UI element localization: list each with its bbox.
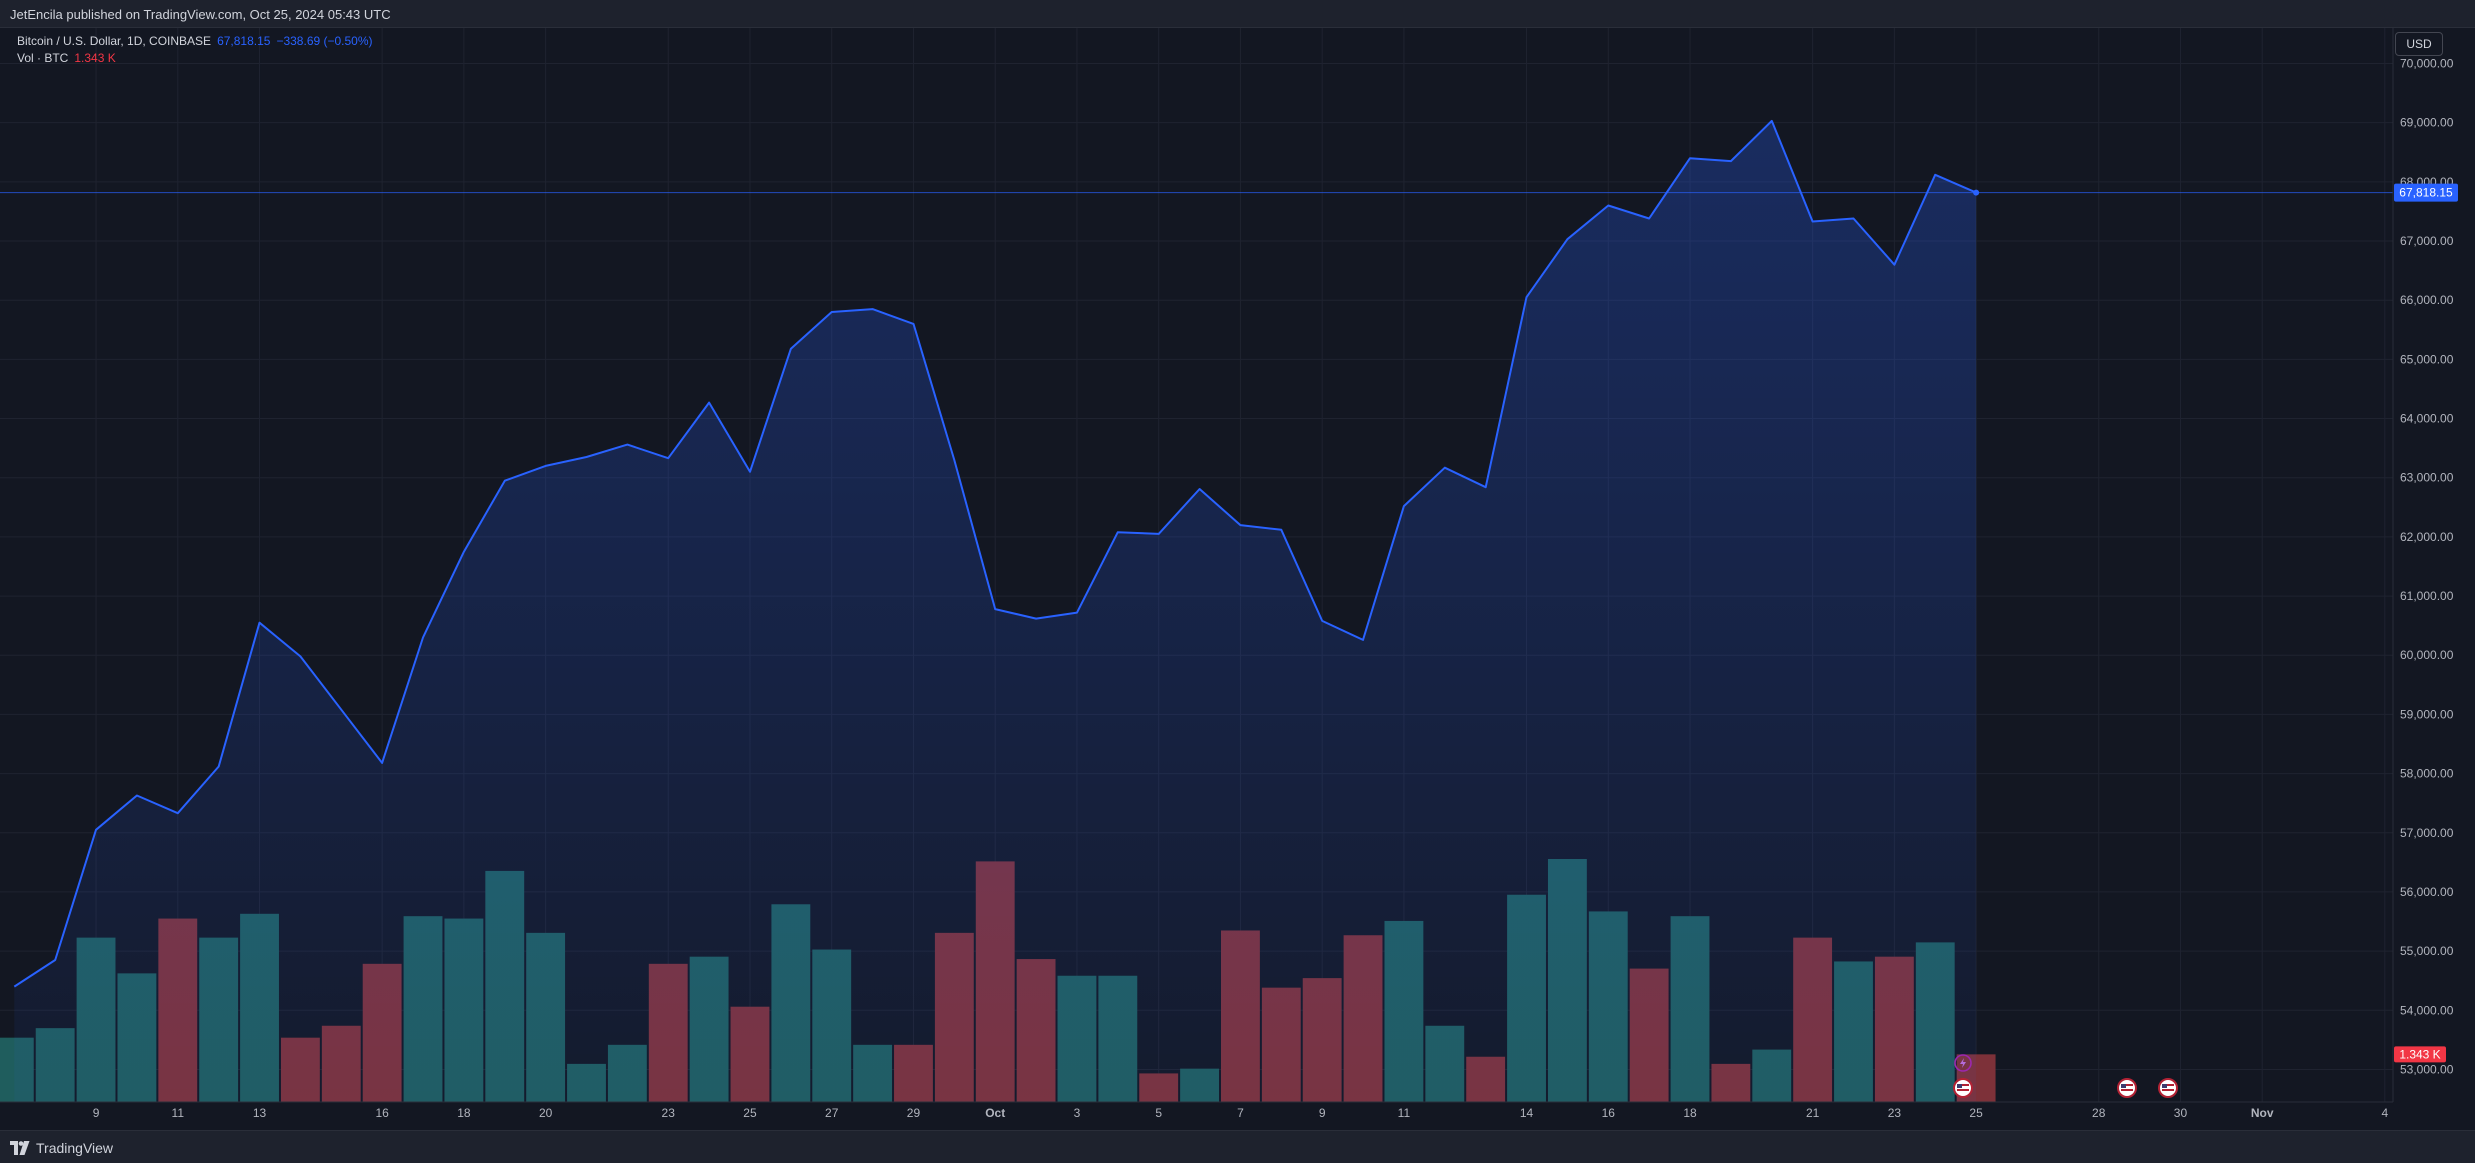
price-tick-label: 62,000.00 xyxy=(2400,530,2454,544)
tradingview-logo[interactable]: TradingView xyxy=(10,1140,113,1156)
time-tick-label: 29 xyxy=(907,1106,921,1120)
us-flag-event-icon[interactable] xyxy=(2158,1078,2178,1098)
time-tick-label: 11 xyxy=(1398,1106,1411,1120)
price-tick-label: 57,000.00 xyxy=(2400,826,2454,840)
price-tick-label: 59,000.00 xyxy=(2400,707,2454,721)
time-tick-label: 25 xyxy=(1969,1106,1983,1120)
volume-value: 1.343 K xyxy=(74,51,116,65)
time-axis[interactable]: 9 11 13 16 18 20 23 25 27 29 Oct 3 5 7 9 11 14 16 18 21 23 25… xyxy=(93,1106,2389,1120)
time-tick-label: 4 xyxy=(2381,1106,2388,1120)
time-tick-label: 3 xyxy=(1074,1106,1081,1120)
last-volume-label: 1.343 K xyxy=(2399,1047,2440,1061)
price-tick-label: 63,000.00 xyxy=(2400,471,2454,485)
time-tick-label: 9 xyxy=(1319,1106,1326,1120)
time-tick-label: 7 xyxy=(1237,1106,1244,1120)
price-tick-label: 70,000.00 xyxy=(2400,57,2454,71)
time-tick-label: 23 xyxy=(662,1106,676,1120)
price-tick-label: 56,000.00 xyxy=(2400,885,2454,899)
price-tick-label: 64,000.00 xyxy=(2400,412,2454,426)
time-tick-label: 20 xyxy=(539,1106,553,1120)
lightning-bolt-icon xyxy=(1960,1058,1966,1068)
time-tick-label: 9 xyxy=(93,1106,100,1120)
price-tick-label: 55,000.00 xyxy=(2400,944,2454,958)
price-tick-label: 54,000.00 xyxy=(2400,1003,2454,1017)
tradingview-logo-icon xyxy=(10,1141,30,1155)
time-tick-label: 28 xyxy=(2092,1106,2106,1120)
symbol-title: Bitcoin / U.S. Dollar, 1D, COINBASE xyxy=(17,34,212,48)
last-price-value: 67,818.15 xyxy=(217,34,271,48)
price-tick-label: 53,000.00 xyxy=(2400,1062,2454,1076)
time-tick-label: 21 xyxy=(1806,1106,1820,1120)
event-markers[interactable] xyxy=(1953,1054,2178,1098)
price-axis: 53,000.00 54,000.00 55,000.00 56,000.00 57,0… xyxy=(2400,57,2454,1077)
footer-bar: TradingView xyxy=(0,1130,2475,1163)
last-price-dot xyxy=(1973,189,1980,196)
currency-button[interactable]: USD xyxy=(2395,32,2443,56)
publisher-bar: JetEncila published on TradingView.com, … xyxy=(0,0,2475,28)
price-tick-label: 60,000.00 xyxy=(2400,648,2454,662)
time-tick-label: Nov xyxy=(2251,1106,2274,1120)
time-tick-label: 11 xyxy=(172,1106,185,1120)
price-line xyxy=(13,119,1977,988)
time-tick-label: 27 xyxy=(825,1106,839,1120)
symbol-legend-row[interactable]: Bitcoin / U.S. Dollar, 1D, COINBASE 67,81… xyxy=(17,33,373,50)
time-tick-label: 30 xyxy=(2174,1106,2188,1120)
time-tick-label: 23 xyxy=(1888,1106,1902,1120)
price-tick-label: 61,000.00 xyxy=(2400,589,2454,603)
us-flag-event-icon[interactable] xyxy=(1953,1078,1973,1098)
price-chart[interactable]: 53,000.00 54,000.00 55,000.00 56,000.00 57,0… xyxy=(0,28,2475,1130)
price-tick-label: 65,000.00 xyxy=(2400,352,2454,366)
price-last-label: 67,818.15 xyxy=(2394,183,2458,202)
publisher-text: JetEncila published on TradingView.com, … xyxy=(10,7,391,22)
volume-title: Vol · BTC xyxy=(17,51,69,65)
volume-last-label: 1.343 K xyxy=(2394,1046,2446,1063)
time-tick-label: 14 xyxy=(1520,1106,1534,1120)
time-tick-label: 18 xyxy=(1683,1106,1697,1120)
price-scale-background[interactable] xyxy=(2393,28,2475,1102)
volume-legend-row[interactable]: Vol · BTC 1.343 K xyxy=(17,50,373,67)
price-tick-label: 58,000.00 xyxy=(2400,767,2454,781)
last-price-label: 67,818.15 xyxy=(2399,186,2453,200)
time-tick-label: Oct xyxy=(985,1106,1005,1120)
time-tick-label: 16 xyxy=(1602,1106,1616,1120)
time-tick-label: 13 xyxy=(253,1106,267,1120)
price-change-value: −338.69 (−0.50%) xyxy=(276,34,373,48)
price-tick-label: 66,000.00 xyxy=(2400,293,2454,307)
price-tick-label: 69,000.00 xyxy=(2400,116,2454,130)
lightning-event-icon[interactable] xyxy=(1954,1054,1972,1072)
time-tick-label: 18 xyxy=(457,1106,471,1120)
time-tick-label: 16 xyxy=(375,1106,389,1120)
time-tick-label: 25 xyxy=(743,1106,757,1120)
price-area xyxy=(14,120,1977,1102)
time-tick-label: 5 xyxy=(1155,1106,1162,1120)
us-flag-event-icon[interactable] xyxy=(2117,1078,2137,1098)
chart-legend: Bitcoin / U.S. Dollar, 1D, COINBASE 67,81… xyxy=(17,33,373,67)
tradingview-brand: TradingView xyxy=(36,1140,114,1156)
price-tick-label: 67,000.00 xyxy=(2400,234,2454,248)
